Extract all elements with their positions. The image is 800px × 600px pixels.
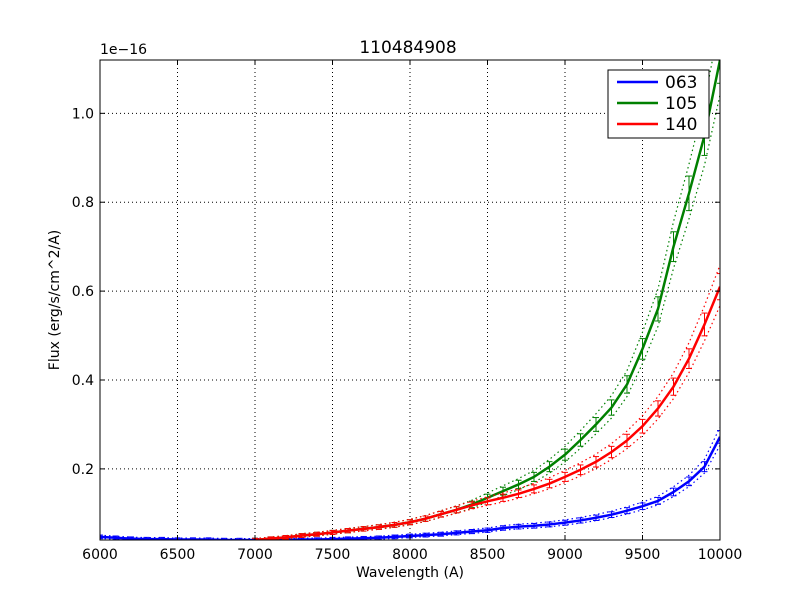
x-tick-label: 7000: [237, 547, 273, 563]
chart-title: 110484908: [359, 38, 456, 58]
y-tick-label: 1.0: [72, 106, 94, 122]
x-tick-label: 7500: [315, 547, 351, 563]
y-axis-label: Flux (erg/s/cm^2/A): [47, 230, 63, 370]
y-tick-label: 0.2: [72, 462, 94, 478]
axis-ticks: 6000 6500 7000 7500 8000 8500 9000 9500 10000 0.2…: [72, 60, 743, 563]
x-tick-label: 9500: [625, 547, 661, 563]
legend-label-063: 063: [665, 73, 697, 93]
x-tick-label: 9000: [547, 547, 583, 563]
series-063-lower-envelope: [100, 445, 720, 540]
x-tick-label: 8500: [470, 547, 506, 563]
series-140: [252, 264, 720, 540]
series-140-line: [254, 286, 720, 540]
x-axis-label: Wavelength (A): [356, 565, 464, 581]
x-tick-label: 8000: [392, 547, 428, 563]
legend-label-140: 140: [665, 115, 697, 135]
y-tick-label: 0.6: [72, 284, 94, 300]
x-tick-label: 10000: [698, 547, 743, 563]
x-tick-label: 6500: [160, 547, 196, 563]
y-tick-label: 0.4: [72, 373, 94, 389]
legend-label-105: 105: [665, 94, 697, 114]
series-063-upper-envelope: [100, 426, 720, 540]
y-tick-label: 0.8: [72, 195, 94, 211]
x-tick-label: 6000: [82, 547, 118, 563]
series-layer: [100, 60, 720, 540]
y-scale-multiplier: 1e−16: [100, 42, 147, 58]
